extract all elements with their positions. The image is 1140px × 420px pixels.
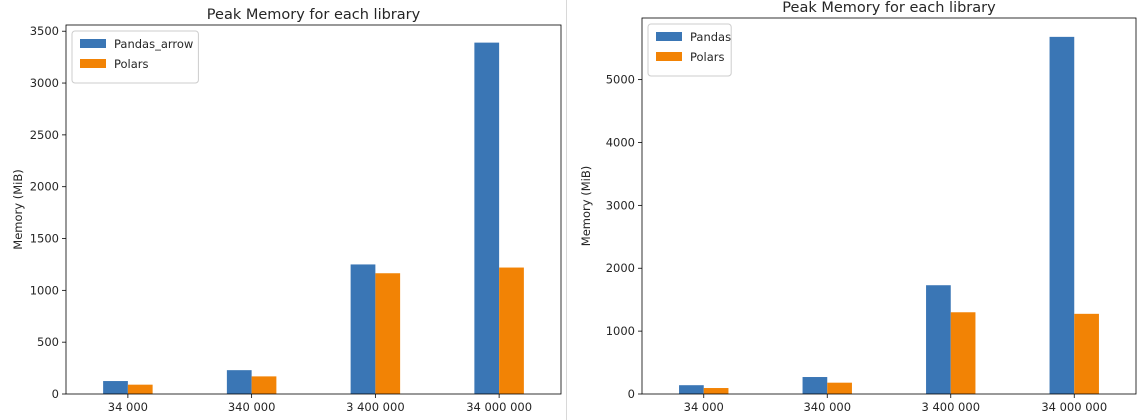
bar-polars-3 <box>499 267 524 394</box>
plot-frame <box>65 24 562 395</box>
y-tick-label: 5000 <box>606 73 635 87</box>
bar-polars-2 <box>375 273 401 394</box>
y-axis-label: Memory (MiB) <box>579 166 593 246</box>
y-tick-label: 500 <box>37 335 59 349</box>
left-chart: Peak Memory for each library Memory (MiB)… <box>11 7 562 414</box>
plot-frame <box>641 17 1137 395</box>
bar-pandas_arrow-0 <box>103 381 128 394</box>
bar-polars-3 <box>1074 313 1099 394</box>
x-tick-label: 34 000 <box>108 400 148 414</box>
legend-swatch-polars <box>656 52 682 61</box>
x-tick-label: 340 000 <box>803 400 851 414</box>
bar-pandas_arrow-3 <box>474 42 500 394</box>
bar-pandas-2 <box>926 285 951 394</box>
chart-title: Peak Memory for each library <box>207 7 421 23</box>
bar-pandas-3 <box>1049 36 1075 394</box>
bar-polars-0 <box>127 384 153 394</box>
y-tick-label: 2500 <box>30 128 59 142</box>
x-tick-label: 34 000 <box>684 400 724 414</box>
y-tick-label: 4000 <box>606 135 635 149</box>
right-chart: Peak Memory for each library Memory (MiB)… <box>579 0 1137 414</box>
legend-swatch-pandas <box>656 32 682 41</box>
legend-swatch-pandas_arrow <box>80 39 106 48</box>
legend-label: Pandas_arrow <box>114 37 193 51</box>
y-tick-label: 1500 <box>30 232 59 246</box>
x-tick-label: 340 000 <box>228 400 276 414</box>
y-axis-label: Memory (MiB) <box>11 169 25 249</box>
y-tick-label: 0 <box>52 387 59 401</box>
chart-divider <box>566 0 567 420</box>
y-tick-label: 3500 <box>30 24 59 38</box>
bar-polars-2 <box>950 312 976 394</box>
y-tick-label: 1000 <box>606 324 635 338</box>
x-tick-label: 34 000 000 <box>1041 400 1107 414</box>
bar-pandas-0 <box>679 385 704 394</box>
y-tick-label: 3000 <box>30 76 59 90</box>
y-tick-label: 2000 <box>30 180 59 194</box>
bar-pandas_arrow-2 <box>350 264 376 394</box>
chart-title: Peak Memory for each library <box>782 0 996 16</box>
legend-label: Polars <box>114 57 149 71</box>
y-tick-label: 1000 <box>30 283 59 297</box>
y-tick-label: 3000 <box>606 198 635 212</box>
y-tick-label: 2000 <box>606 261 635 275</box>
bar-polars-1 <box>251 376 277 394</box>
legend-swatch-polars <box>80 59 106 68</box>
legend-label: Pandas <box>690 30 731 44</box>
bar-polars-1 <box>827 382 852 394</box>
bar-pandas_arrow-1 <box>226 370 252 394</box>
y-tick-label: 0 <box>628 387 635 401</box>
legend-label: Polars <box>690 50 725 64</box>
x-tick-label: 3 400 000 <box>346 400 405 414</box>
x-tick-label: 34 000 000 <box>466 400 532 414</box>
x-tick-label: 3 400 000 <box>921 400 980 414</box>
bar-pandas-1 <box>802 377 828 394</box>
bar-polars-0 <box>703 388 729 394</box>
